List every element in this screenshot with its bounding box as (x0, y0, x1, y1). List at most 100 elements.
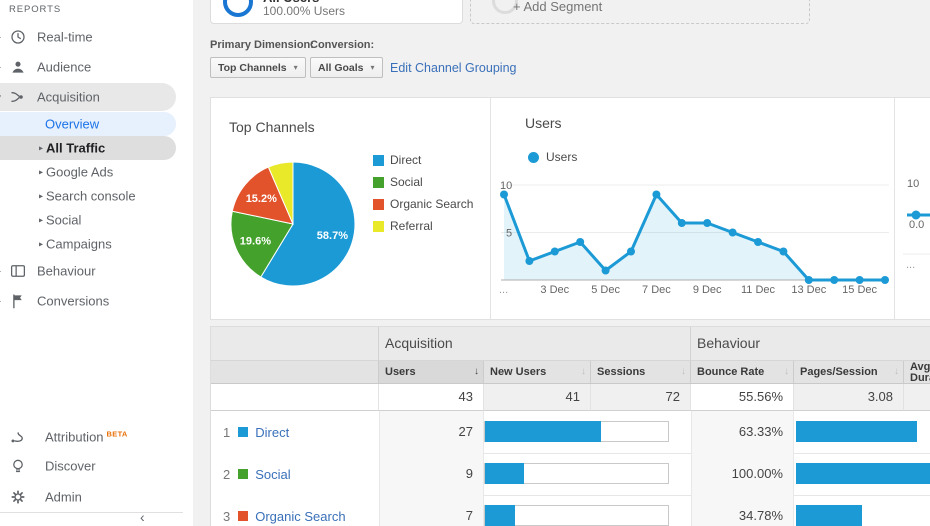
data-point (525, 257, 534, 265)
row-bounce-rate-value: 34.78% (691, 495, 794, 526)
row-bounce-bar-cell (794, 411, 930, 453)
line-legend: Users (528, 146, 577, 168)
column-header-sessions[interactable]: Sessions ↓ (591, 361, 691, 384)
pie-legend: Direct Social Organic Search Referral (373, 149, 473, 237)
row-rank: 3 (223, 509, 231, 524)
column-header-avg-session-duration[interactable]: Avg. Session Duration↓ (904, 361, 930, 384)
svg-text:5 Dec: 5 Dec (591, 284, 620, 296)
sidebar-item-campaigns[interactable]: ▸ Campaigns (0, 232, 193, 256)
column-header-pages-session[interactable]: Pages/Session ↓ (794, 361, 904, 384)
sidebar-item-all-traffic[interactable]: ▸ All Traffic (0, 136, 193, 160)
sort-arrow-icon: ↓ (784, 366, 789, 377)
svg-text:...: ... (906, 259, 915, 271)
row-users-value: 7 (379, 495, 484, 526)
sort-arrow-icon: ↓ (581, 366, 586, 377)
primary-dimension-dropdown[interactable]: Top Channels ▾ (210, 57, 306, 78)
add-segment-card[interactable]: + Add Segment (470, 0, 810, 24)
bounce-rate-bar (796, 505, 863, 526)
channel-link[interactable]: Social (255, 467, 291, 482)
channel-link[interactable]: Organic Search (255, 509, 346, 524)
pie-value-label: 19.6% (240, 235, 271, 247)
panel-divider (894, 98, 895, 319)
channel-color-swatch (238, 469, 249, 479)
svg-text:15 Dec: 15 Dec (842, 284, 877, 296)
sidebar-item-label: Admin (45, 489, 82, 505)
svg-text:11 Dec: 11 Dec (741, 284, 776, 296)
data-point (500, 190, 508, 199)
legend-item-referral[interactable]: Referral (373, 215, 473, 237)
sidebar-item-label: Acquisition (37, 89, 100, 105)
channel-color-swatch (238, 427, 249, 437)
data-point (804, 276, 813, 284)
column-header-users[interactable]: Users ↓ (379, 361, 484, 384)
pie-slice-direct[interactable] (260, 161, 356, 287)
sidebar-item-behaviour[interactable]: ▸ Behaviour (0, 256, 193, 285)
nav-highlight-pill (0, 112, 176, 136)
legend-item-users[interactable]: Users (528, 146, 577, 168)
users-panel-title: Users (525, 115, 562, 131)
row-bounce-rate-value: 63.33% (691, 411, 794, 453)
segment-subtitle: 100.00% Users (263, 4, 346, 18)
row-rank: 1 (223, 425, 231, 440)
data-point (754, 238, 762, 246)
users-bar (485, 505, 516, 526)
pie-slice-referral[interactable] (267, 161, 294, 225)
top-channels-pie-chart: 58.7% 19.6% 15.2% (230, 161, 356, 287)
chevron-down-icon: ▾ (370, 63, 375, 72)
legend-swatch (373, 154, 384, 166)
sidebar-item-social[interactable]: ▸ Social (0, 208, 193, 232)
add-segment-label: + Add Segment (513, 0, 603, 14)
channel-link[interactable]: Direct (255, 425, 290, 440)
data-point (830, 276, 839, 284)
bounce-rate-bar (796, 463, 930, 484)
table-group-spacer (211, 327, 379, 361)
data-point (652, 190, 661, 199)
legend-item-direct[interactable]: Direct (373, 149, 473, 171)
sidebar-item-label: Google Ads (46, 164, 114, 180)
sidebar-item-real-time[interactable]: ▸ Real-time (0, 23, 193, 51)
pie-slice-organic-search[interactable] (231, 166, 294, 225)
sidebar-item-search-console[interactable]: ▸ Search console (0, 184, 193, 208)
users-bar-outline (484, 505, 669, 526)
sidebar-item-overview[interactable]: Overview (0, 112, 193, 136)
pie-slice-social[interactable] (230, 210, 294, 278)
gear-icon (9, 488, 27, 506)
conversion-dropdown[interactable]: All Goals ▾ (310, 57, 383, 78)
collapse-sidebar-icon[interactable]: ‹ (140, 509, 145, 525)
sidebar-item-google-ads[interactable]: ▸ Google Ads (0, 160, 193, 184)
sidebar-item-admin[interactable]: Admin (0, 483, 193, 511)
conversion-label: Conversion: (310, 39, 375, 51)
users-bar (485, 463, 524, 484)
sidebar-item-attribution[interactable]: Attribution BETA (0, 423, 193, 451)
legend-item-social[interactable]: Social (373, 171, 473, 193)
svg-text:9 Dec: 9 Dec (693, 284, 722, 296)
chevron-right-icon: ▸ (39, 143, 44, 153)
chevron-right-icon: ▸ (0, 296, 1, 305)
edit-channel-grouping-link[interactable]: Edit Channel Grouping (390, 61, 517, 75)
channels-table: Acquisition Behaviour Users ↓ New Users ↓ Sess… (210, 326, 930, 526)
data-point (881, 276, 889, 284)
table-row-channel-organic-search: 3 Organic Search (211, 495, 379, 526)
conversion-value: All Goals (318, 61, 364, 74)
sidebar-item-conversions[interactable]: ▸ Conversions (0, 286, 193, 315)
legend-swatch (528, 151, 539, 163)
column-header-channel[interactable] (211, 361, 379, 384)
sidebar-item-acquisition[interactable]: ▾ Acquisition (0, 83, 193, 111)
users-bar-outline (484, 463, 669, 484)
sidebar-item-discover[interactable]: Discover (0, 452, 193, 480)
totals-new-users: 41 (484, 384, 591, 411)
chevron-down-icon: ▾ (293, 63, 298, 72)
flag-icon (9, 292, 27, 310)
row-rank: 2 (223, 467, 231, 482)
segment-all-users-card[interactable]: All Users 100.00% Users (210, 0, 463, 24)
column-header-bounce-rate[interactable]: Bounce Rate ↓ (691, 361, 794, 384)
row-divider (211, 453, 930, 454)
column-header-new-users[interactable]: New Users ↓ (484, 361, 591, 384)
panel-divider (490, 98, 491, 319)
sidebar-item-audience[interactable]: ▸ Audience (0, 53, 193, 81)
users-bar (485, 421, 602, 442)
legend-item-organic-search[interactable]: Organic Search (373, 193, 473, 215)
pie-value-label: 15.2% (246, 193, 277, 205)
svg-text:3 Dec: 3 Dec (540, 284, 569, 296)
